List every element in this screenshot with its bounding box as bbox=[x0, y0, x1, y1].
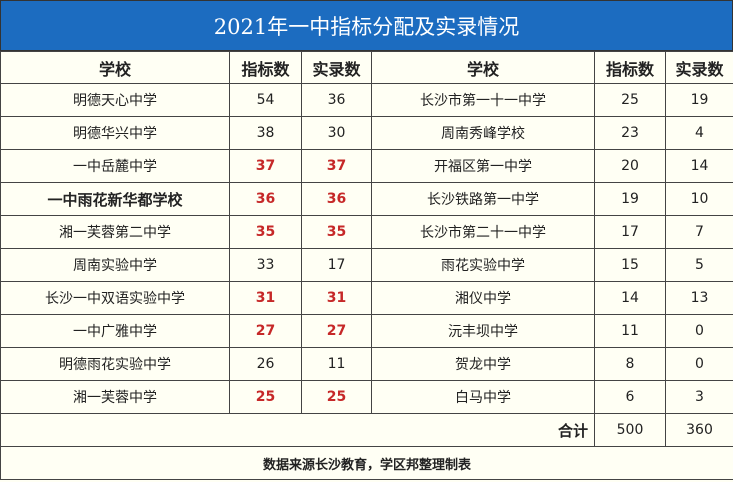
right-quota: 8 bbox=[594, 347, 666, 381]
footer-row: 数据来源长沙教育，学区邦整理制表 bbox=[0, 446, 733, 480]
left-admitted: 37 bbox=[301, 149, 372, 183]
left-quota: 37 bbox=[229, 149, 302, 183]
left-admitted: 36 bbox=[301, 83, 372, 117]
right-admitted: 4 bbox=[665, 116, 733, 150]
header-quota: 指标数 bbox=[229, 51, 302, 84]
left-quota: 36 bbox=[229, 182, 302, 216]
right-admitted: 14 bbox=[665, 149, 733, 183]
right-quota: 20 bbox=[594, 149, 666, 183]
right-admitted: 13 bbox=[665, 281, 733, 315]
right-quota: 19 bbox=[594, 182, 666, 216]
total-admitted: 360 bbox=[665, 413, 733, 447]
quota-table: 学校 指标数 实录数 学校 指标数 实录数 明德天心中学 54 36 长沙市第一十一中… bbox=[0, 51, 733, 480]
table-row: 明德天心中学 54 36 长沙市第一十一中学 25 19 bbox=[0, 83, 733, 117]
left-admitted: 11 bbox=[301, 347, 372, 381]
left-school: 长沙一中双语实验中学 bbox=[0, 281, 230, 315]
right-admitted: 5 bbox=[665, 248, 733, 282]
right-quota: 23 bbox=[594, 116, 666, 150]
left-admitted: 30 bbox=[301, 116, 372, 150]
table-row: 明德雨花实验中学 26 11 贺龙中学 8 0 bbox=[0, 347, 733, 381]
right-school: 白马中学 bbox=[371, 380, 595, 414]
left-school: 明德华兴中学 bbox=[0, 116, 230, 150]
header-admitted-2: 实录数 bbox=[665, 51, 733, 84]
right-school: 沅丰坝中学 bbox=[371, 314, 595, 348]
left-quota: 26 bbox=[229, 347, 302, 381]
right-admitted: 0 bbox=[665, 314, 733, 348]
right-school: 长沙铁路第一中学 bbox=[371, 182, 595, 216]
table-row: 湘一芙蓉第二中学 35 35 长沙市第二十一中学 17 7 bbox=[0, 215, 733, 249]
header-school: 学校 bbox=[0, 51, 230, 84]
left-admitted: 35 bbox=[301, 215, 372, 249]
right-quota: 6 bbox=[594, 380, 666, 414]
left-admitted: 31 bbox=[301, 281, 372, 315]
header-admitted: 实录数 bbox=[301, 51, 372, 84]
left-quota: 25 bbox=[229, 380, 302, 414]
table-row: 一中岳麓中学 37 37 开福区第一中学 20 14 bbox=[0, 149, 733, 183]
right-admitted: 3 bbox=[665, 380, 733, 414]
left-admitted: 17 bbox=[301, 248, 372, 282]
left-school: 明德雨花实验中学 bbox=[0, 347, 230, 381]
table-title: 2021年一中指标分配及实录情况 bbox=[0, 0, 733, 51]
left-school: 一中雨花新华都学校 bbox=[0, 182, 230, 216]
header-school-2: 学校 bbox=[371, 51, 595, 84]
header-row: 学校 指标数 实录数 学校 指标数 实录数 bbox=[0, 51, 733, 84]
right-school: 长沙市第二十一中学 bbox=[371, 215, 595, 249]
right-admitted: 7 bbox=[665, 215, 733, 249]
right-quota: 25 bbox=[594, 83, 666, 117]
left-admitted: 27 bbox=[301, 314, 372, 348]
right-admitted: 0 bbox=[665, 347, 733, 381]
left-admitted: 36 bbox=[301, 182, 372, 216]
total-quota: 500 bbox=[594, 413, 666, 447]
right-school: 湘仪中学 bbox=[371, 281, 595, 315]
left-school: 一中岳麓中学 bbox=[0, 149, 230, 183]
right-school: 贺龙中学 bbox=[371, 347, 595, 381]
left-school: 湘一芙蓉中学 bbox=[0, 380, 230, 414]
right-admitted: 10 bbox=[665, 182, 733, 216]
table-row: 周南实验中学 33 17 雨花实验中学 15 5 bbox=[0, 248, 733, 282]
right-school: 周南秀峰学校 bbox=[371, 116, 595, 150]
right-quota: 14 bbox=[594, 281, 666, 315]
left-quota: 27 bbox=[229, 314, 302, 348]
left-quota: 54 bbox=[229, 83, 302, 117]
left-quota: 33 bbox=[229, 248, 302, 282]
table-row: 一中广雅中学 27 27 沅丰坝中学 11 0 bbox=[0, 314, 733, 348]
total-row: 合计 500 360 bbox=[0, 413, 733, 447]
right-quota: 17 bbox=[594, 215, 666, 249]
right-quota: 15 bbox=[594, 248, 666, 282]
right-admitted: 19 bbox=[665, 83, 733, 117]
right-quota: 11 bbox=[594, 314, 666, 348]
left-quota: 35 bbox=[229, 215, 302, 249]
left-quota: 31 bbox=[229, 281, 302, 315]
left-admitted: 25 bbox=[301, 380, 372, 414]
left-quota: 38 bbox=[229, 116, 302, 150]
table-row: 一中雨花新华都学校 36 36 长沙铁路第一中学 19 10 bbox=[0, 182, 733, 216]
right-school: 长沙市第一十一中学 bbox=[371, 83, 595, 117]
left-school: 湘一芙蓉第二中学 bbox=[0, 215, 230, 249]
left-school: 周南实验中学 bbox=[0, 248, 230, 282]
source-note: 数据来源长沙教育，学区邦整理制表 bbox=[0, 446, 733, 480]
header-quota-2: 指标数 bbox=[594, 51, 666, 84]
table-row: 长沙一中双语实验中学 31 31 湘仪中学 14 13 bbox=[0, 281, 733, 315]
right-school: 开福区第一中学 bbox=[371, 149, 595, 183]
right-school: 雨花实验中学 bbox=[371, 248, 595, 282]
total-label: 合计 bbox=[0, 413, 595, 447]
table-row: 湘一芙蓉中学 25 25 白马中学 6 3 bbox=[0, 380, 733, 414]
left-school: 一中广雅中学 bbox=[0, 314, 230, 348]
left-school: 明德天心中学 bbox=[0, 83, 230, 117]
table-row: 明德华兴中学 38 30 周南秀峰学校 23 4 bbox=[0, 116, 733, 150]
